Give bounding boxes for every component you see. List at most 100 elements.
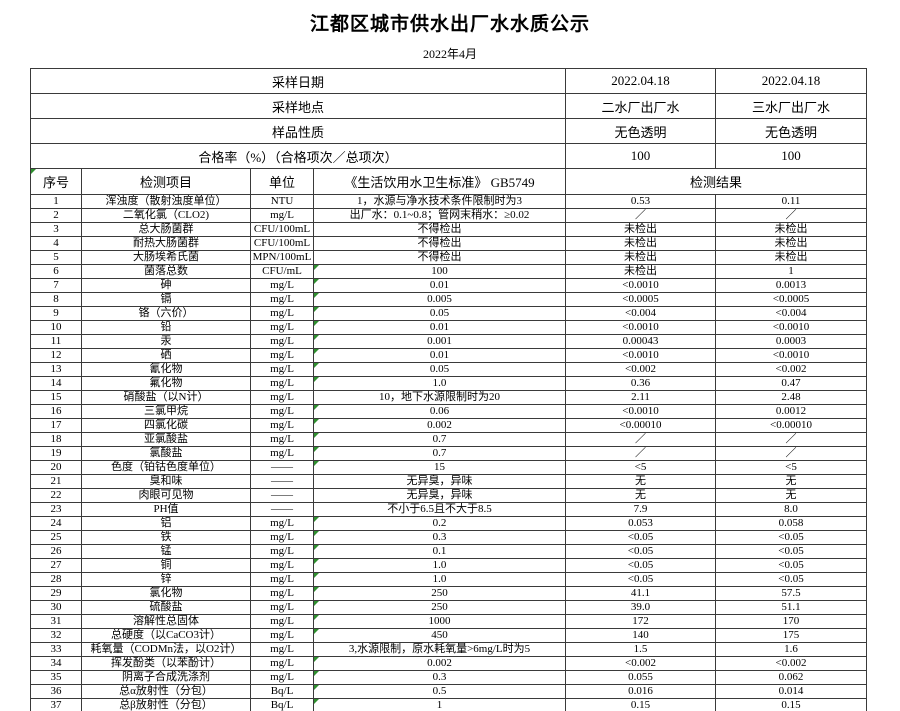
result-plant2: 无	[565, 474, 717, 489]
test-item: 臭和味	[81, 474, 251, 489]
cell-flag-icon	[314, 293, 319, 298]
table-row: 21 臭和味 —— 无异臭，异味 无 无	[30, 474, 868, 489]
col-header-item: 检测项目	[81, 168, 251, 195]
result-plant3: 8.0	[715, 502, 868, 517]
unit: mg/L	[250, 586, 314, 601]
standard-limit: 1	[312, 698, 567, 711]
standard-limit: 15	[312, 460, 567, 475]
result-plant3: <0.05	[715, 572, 868, 587]
result-plant2: ／	[565, 446, 717, 461]
test-item: 铅	[81, 320, 251, 335]
cell-flag-icon	[314, 517, 319, 522]
cell-flag-icon	[314, 699, 319, 704]
col-header-standard: 《生活饮用水卫生标准》 GB5749	[312, 168, 567, 195]
standard-limit-value: 3,水源限制，原水耗氧量>6mg/L时为5	[348, 643, 531, 656]
result-plant2: ／	[565, 432, 717, 447]
unit: mg/L	[250, 320, 314, 335]
test-item: 氯酸盐	[81, 446, 251, 461]
unit: mg/L	[250, 614, 314, 629]
standard-limit: 0.3	[312, 530, 567, 545]
test-item: 三氯甲烷	[81, 404, 251, 419]
table-row: 36 总α放射性（分包） Bq/L 0.5 0.016 0.014	[30, 684, 868, 699]
standard-limit-value: 不小于6.5且不大于8.5	[387, 503, 492, 516]
sampling-location-label: 采样地点	[29, 93, 567, 119]
standard-limit: 0.01	[312, 320, 567, 335]
report-month: 2022年4月	[422, 47, 477, 61]
table-row: 25 铁 mg/L 0.3 <0.05 <0.05	[30, 530, 868, 545]
test-item: 亚氯酸盐	[81, 432, 251, 447]
standard-limit: 无异臭，异味	[312, 474, 567, 489]
cell-flag-icon	[314, 587, 319, 592]
cell-flag-icon	[314, 405, 319, 410]
test-item: 铬（六价）	[81, 306, 251, 321]
table-row: 30 硫酸盐 mg/L 250 39.0 51.1	[30, 600, 868, 615]
result-plant2: 0.016	[565, 684, 717, 699]
row-number: 18	[30, 432, 82, 447]
standard-limit-value: 10，地下水源限制时为20	[379, 391, 500, 404]
unit: mg/L	[250, 530, 314, 545]
cell-flag-icon	[314, 545, 319, 550]
test-item: 锰	[81, 544, 251, 559]
table-row: 24 铝 mg/L 0.2 0.053 0.058	[30, 516, 868, 531]
sample-property-plant3: 无色透明	[715, 118, 868, 144]
row-number: 28	[30, 572, 82, 587]
unit: mg/L	[250, 362, 314, 377]
table-row: 32 总硬度（以CaCO3计） mg/L 450 140 175	[30, 628, 868, 643]
result-plant3: 1.6	[715, 642, 868, 657]
row-number: 29	[30, 586, 82, 601]
standard-limit-value: 不得检出	[417, 237, 462, 250]
row-number: 6	[30, 264, 82, 279]
column-header-row: 序号 检测项目 单位 《生活饮用水卫生标准》 GB5749 检测结果	[30, 168, 868, 195]
unit: ——	[250, 502, 314, 517]
test-item: 溶解性总固体	[81, 614, 251, 629]
result-plant2: <0.05	[565, 558, 717, 573]
test-item: 耐热大肠菌群	[81, 236, 251, 251]
row-number: 8	[30, 292, 82, 307]
test-item: 总β放射性（分包）	[81, 698, 251, 711]
cell-flag-icon	[314, 657, 319, 662]
unit: mg/L	[250, 390, 314, 405]
result-plant3: <0.0005	[715, 292, 868, 307]
result-plant2: 140	[565, 628, 717, 643]
test-item: 硫酸盐	[81, 600, 251, 615]
sampling-date-row: 采样日期 2022.04.18 2022.04.18	[29, 68, 868, 94]
table-row: 5 大肠埃希氏菌 MPN/100mL 不得检出 未检出 未检出	[30, 250, 868, 265]
result-plant2: 0.00043	[565, 334, 717, 349]
test-item: 镉	[81, 292, 251, 307]
row-number: 27	[30, 558, 82, 573]
standard-limit: 0.001	[312, 334, 567, 349]
row-number: 7	[30, 278, 82, 293]
test-item: 铁	[81, 530, 251, 545]
standard-limit-value: 0.005	[427, 293, 452, 306]
result-plant3: <0.05	[715, 530, 868, 545]
cell-flag-icon	[314, 573, 319, 578]
result-plant2: 172	[565, 614, 717, 629]
row-number: 15	[30, 390, 82, 405]
standard-limit-value: 100	[431, 265, 448, 278]
standard-limit: 无异臭，异味	[312, 488, 567, 503]
result-plant2: <0.05	[565, 544, 717, 559]
sampling-date-plant3: 2022.04.18	[715, 68, 868, 94]
row-number: 25	[30, 530, 82, 545]
cell-flag-icon	[314, 335, 319, 340]
standard-limit: 出厂水：0.1~0.8；管网末稍水：≥0.02	[312, 208, 567, 223]
table-row: 15 硝酸盐（以N计） mg/L 10，地下水源限制时为20 2.11 2.48	[30, 390, 868, 405]
test-item: 总α放射性（分包）	[81, 684, 251, 699]
table-row: 37 总β放射性（分包） Bq/L 1 0.15 0.15	[30, 698, 868, 711]
standard-limit-value: 0.002	[427, 419, 452, 432]
sample-property-row: 样品性质 无色透明 无色透明	[29, 118, 868, 144]
standard-limit-value: 无异臭，异味	[406, 475, 473, 488]
sampling-location-row: 采样地点 二水厂出厂水 三水厂出厂水	[29, 93, 868, 119]
standard-limit-value: 0.3	[432, 671, 447, 684]
result-plant3: 0.014	[715, 684, 868, 699]
result-plant3: 170	[715, 614, 868, 629]
table-body: 1 浑浊度（散射浊度单位） NTU 1，水源与净水技术条件限制时为3 0.5 3 …	[30, 194, 868, 711]
unit: mg/L	[250, 404, 314, 419]
unit: ——	[250, 460, 314, 475]
standard-limit-value: 不得检出	[417, 251, 462, 264]
result-plant2: <0.0010	[565, 278, 717, 293]
result-plant2: <0.00010	[565, 418, 717, 433]
standard-limit: 3,水源限制，原水耗氧量>6mg/L时为5	[312, 642, 567, 657]
standard-limit: 450	[312, 628, 567, 643]
unit: ——	[250, 488, 314, 503]
